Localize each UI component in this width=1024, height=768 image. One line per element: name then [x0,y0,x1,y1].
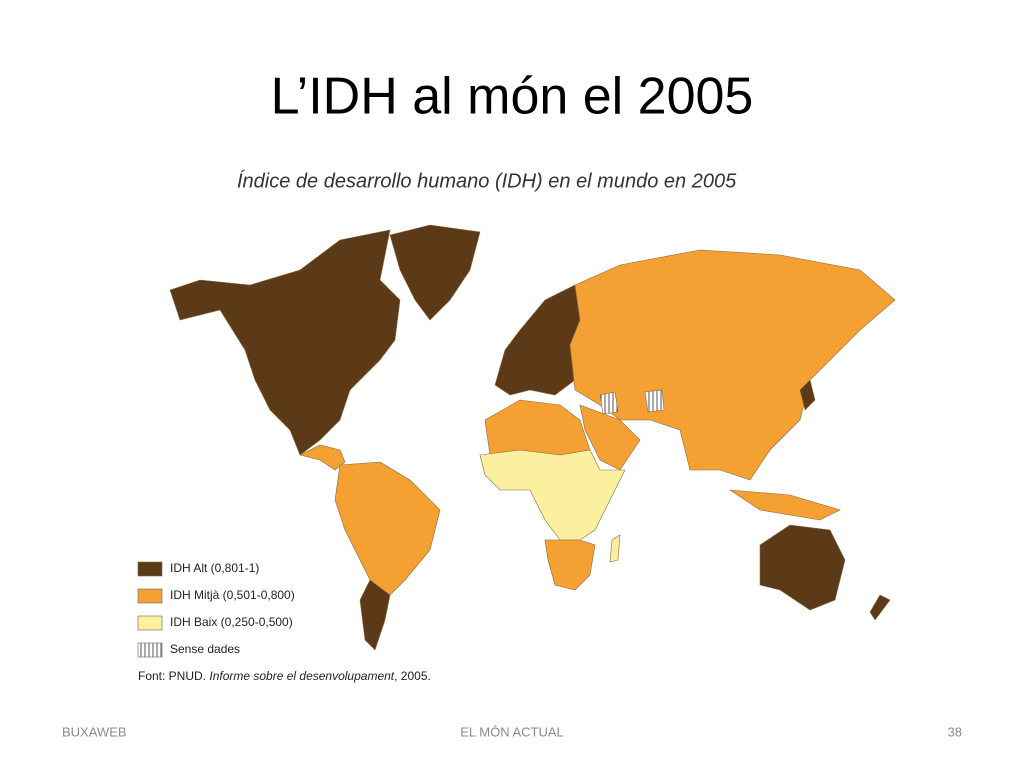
map-title: Índice de desarrollo humano (IDH) en el … [237,169,737,192]
central-africa [479,449,626,541]
greenland [389,224,481,321]
no-data-area [644,389,665,413]
legend: IDH Alt (0,801-1) IDH Mitjà (0,501-0,800)… [137,561,295,658]
source-prefix: Font: PNUD. [138,669,206,683]
world-map [169,224,896,651]
asia [569,249,896,481]
southeast-asia-islands [729,489,841,521]
north-america [169,229,401,456]
legend-swatch [137,615,163,631]
europe [494,284,581,396]
source: Font: PNUD. Informe sobre el desenvolupa… [138,669,431,683]
no-data-area [599,391,619,415]
legend-label: Sense dades [170,642,240,656]
australia [759,524,846,611]
legend-label: IDH Alt (0,801-1) [170,561,259,575]
new-zealand [869,594,891,621]
south-america [334,461,441,601]
footer-center: EL MÓN ACTUAL [460,724,564,739]
source-work: Informe sobre el desenvolupament [209,669,394,683]
legend-label: IDH Mitjà (0,501-0,800) [170,588,295,602]
japan [799,379,816,411]
source-suffix: , 2005. [394,669,431,683]
north-africa [484,399,591,456]
legend-swatch [137,588,163,604]
legend-label: IDH Baix (0,250-0,500) [170,615,293,629]
legend-swatch [137,561,163,577]
southern-africa [544,539,596,591]
footer-left: BUXAWEB [62,724,127,739]
central-america [299,444,346,471]
legend-swatch [137,642,163,658]
page-number: 38 [948,724,962,739]
madagascar [609,534,621,563]
slide-title: L’IDH al món el 2005 [271,68,754,126]
southern-cone [359,579,391,651]
